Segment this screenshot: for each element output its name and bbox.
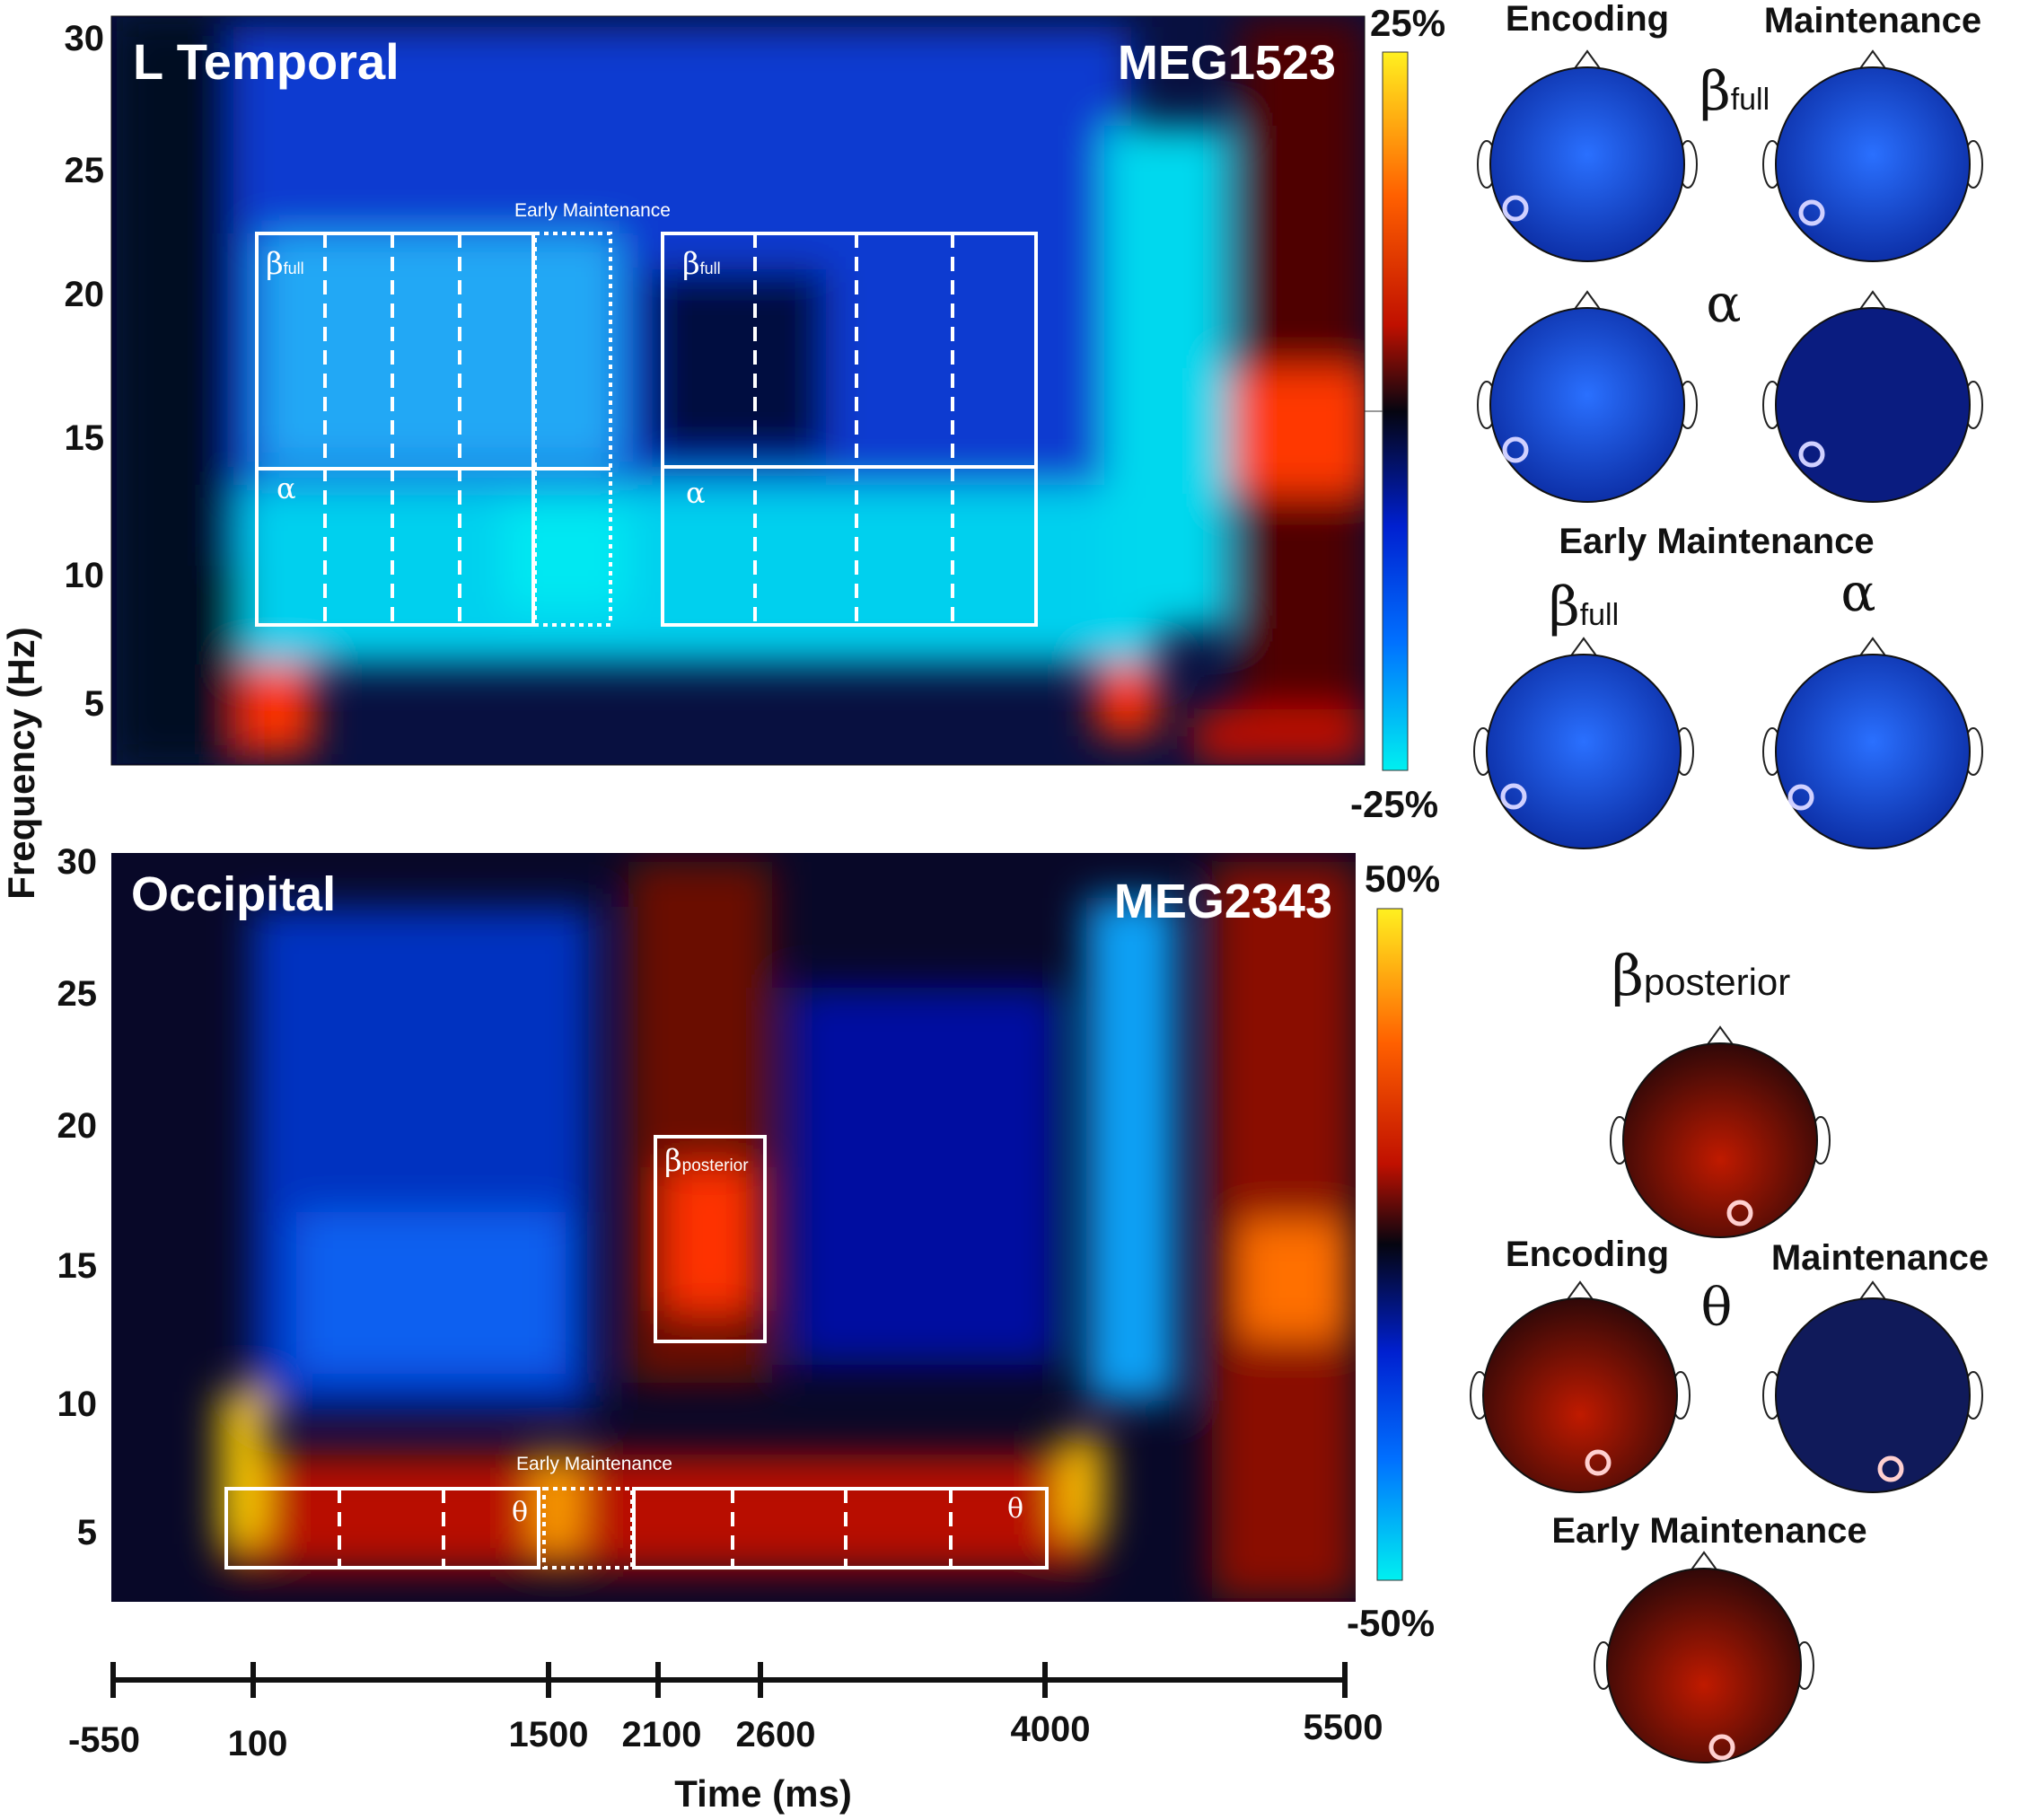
ytick-bottom-5: 5 bbox=[77, 1513, 97, 1552]
topo-early-theta bbox=[1594, 1551, 1814, 1763]
topo-top-encoding-title: Encoding bbox=[1506, 0, 1669, 39]
ytick-top-10: 10 bbox=[65, 556, 105, 595]
colorbar-bottom bbox=[1376, 908, 1403, 1581]
ytick-top-5: 5 bbox=[84, 684, 104, 724]
ytick-top-30: 30 bbox=[65, 19, 105, 58]
topo-bottom-beta-posterior-label: βposterior bbox=[1612, 943, 1790, 1008]
topo-beta-posterior bbox=[1610, 1025, 1831, 1238]
colorbar-top-max: 25% bbox=[1370, 2, 1445, 44]
heatmap-bottom bbox=[111, 853, 1356, 1602]
colorbar-bottom-min: -50% bbox=[1347, 1602, 1435, 1644]
topo-encoding-beta-full bbox=[1477, 49, 1698, 262]
topo-encoding-alpha bbox=[1477, 290, 1698, 503]
sensor-marker bbox=[1787, 784, 1814, 811]
colorbar-top bbox=[1365, 51, 1409, 771]
xtick-4000: 4000 bbox=[1011, 1710, 1091, 1749]
ytick-top-15: 15 bbox=[65, 418, 105, 458]
sensor-marker bbox=[1798, 441, 1825, 468]
sensor-marker bbox=[1502, 195, 1529, 222]
sensor-marker bbox=[1585, 1449, 1612, 1476]
topomaps-top: Encoding Maintenance βfull α Early Maint… bbox=[1506, 0, 1981, 638]
theta-label-1: θ bbox=[512, 1497, 528, 1528]
topo-top-early-title: Early Maintenance bbox=[1559, 522, 1874, 561]
early-maintenance-label-bottom: Early Maintenance bbox=[516, 1454, 672, 1474]
ytick-bottom-15: 15 bbox=[57, 1246, 98, 1286]
topomaps-bottom: βposterior Encoding Maintenance θ Early … bbox=[1506, 943, 1989, 1551]
sensor-marker bbox=[1798, 199, 1825, 226]
ytick-bottom-25: 25 bbox=[57, 974, 98, 1014]
early-maintenance-box-top bbox=[533, 232, 612, 627]
bottom-window-boxes bbox=[224, 1135, 1049, 1569]
topo-bottom-encoding-title: Encoding bbox=[1506, 1235, 1669, 1274]
xtick-2100: 2100 bbox=[622, 1715, 702, 1754]
xtick-1500: 1500 bbox=[509, 1715, 589, 1754]
colorbar-top-min: -25% bbox=[1350, 783, 1438, 825]
heatmap-top bbox=[110, 15, 1366, 766]
colorbar-bottom-max: 50% bbox=[1365, 857, 1440, 900]
xtick--550: -550 bbox=[68, 1720, 140, 1760]
sensor-marker bbox=[1500, 783, 1527, 810]
maintenance-box-bottom bbox=[632, 1487, 1049, 1569]
theta-label-2: θ bbox=[1007, 1493, 1023, 1525]
sensor-marker bbox=[1502, 436, 1529, 463]
time-axis bbox=[110, 1662, 1348, 1698]
maintenance-box-top bbox=[661, 232, 1038, 627]
beta-full-label-2: βfull bbox=[682, 246, 721, 282]
alpha-label-1: α bbox=[277, 471, 296, 506]
topo-top-beta-full-label: βfull bbox=[1699, 60, 1770, 123]
alpha-label-2: α bbox=[686, 476, 706, 510]
beta-full-label-1: βfull bbox=[266, 246, 304, 282]
topo-bottom-maintenance-title: Maintenance bbox=[1771, 1238, 1989, 1278]
sensor-label-top: MEG1523 bbox=[1118, 36, 1336, 90]
sensor-label-bottom: MEG2343 bbox=[1114, 875, 1332, 928]
ytick-top-20: 20 bbox=[65, 275, 105, 314]
topo-top-early-beta-label: βfull bbox=[1549, 576, 1619, 638]
y-ticks-bottom: 30 25 20 15 10 5 bbox=[57, 842, 98, 1552]
topo-early-alpha bbox=[1762, 637, 1983, 849]
ytick-bottom-30: 30 bbox=[57, 842, 98, 882]
topo-bottom-early-title: Early Maintenance bbox=[1551, 1511, 1866, 1551]
ytick-bottom-10: 10 bbox=[57, 1385, 98, 1424]
sensor-marker bbox=[1877, 1455, 1904, 1482]
encoding-box-bottom bbox=[224, 1487, 540, 1569]
topo-bottom-theta-label: θ bbox=[1701, 1277, 1733, 1338]
beta-posterior-box bbox=[654, 1135, 767, 1343]
topo-top-alpha-label: α bbox=[1706, 273, 1741, 334]
topo-top-maintenance-title: Maintenance bbox=[1764, 1, 1981, 40]
topo-maintenance-beta-full bbox=[1762, 49, 1983, 262]
topo-maintenance-alpha bbox=[1762, 290, 1983, 503]
xtick-100: 100 bbox=[228, 1724, 288, 1763]
ytick-top-25: 25 bbox=[65, 151, 105, 190]
early-maintenance-label-top: Early Maintenance bbox=[514, 200, 671, 221]
topo-early-beta-full bbox=[1473, 637, 1694, 849]
head-maps bbox=[1470, 49, 1983, 1763]
y-axis-label: Frequency (Hz) bbox=[0, 627, 42, 899]
top-window-boxes bbox=[255, 232, 1038, 627]
topo-top-early-alpha-label: α bbox=[1840, 562, 1875, 623]
sensor-marker bbox=[1708, 1734, 1735, 1761]
panel-label-bottom: Occipital bbox=[131, 867, 336, 921]
topo-maintenance-theta bbox=[1762, 1280, 1983, 1493]
xtick-5500: 5500 bbox=[1304, 1708, 1383, 1747]
ytick-bottom-20: 20 bbox=[57, 1106, 98, 1146]
xtick-2600: 2600 bbox=[736, 1715, 816, 1754]
sensor-marker bbox=[1726, 1200, 1753, 1227]
panel-label-top: L Temporal bbox=[133, 33, 400, 90]
topo-encoding-theta bbox=[1470, 1280, 1691, 1493]
x-axis-label: Time (ms) bbox=[674, 1772, 852, 1815]
y-ticks-top: 30 25 20 15 10 5 bbox=[65, 19, 105, 724]
beta-posterior-label: βposterior bbox=[664, 1143, 749, 1179]
